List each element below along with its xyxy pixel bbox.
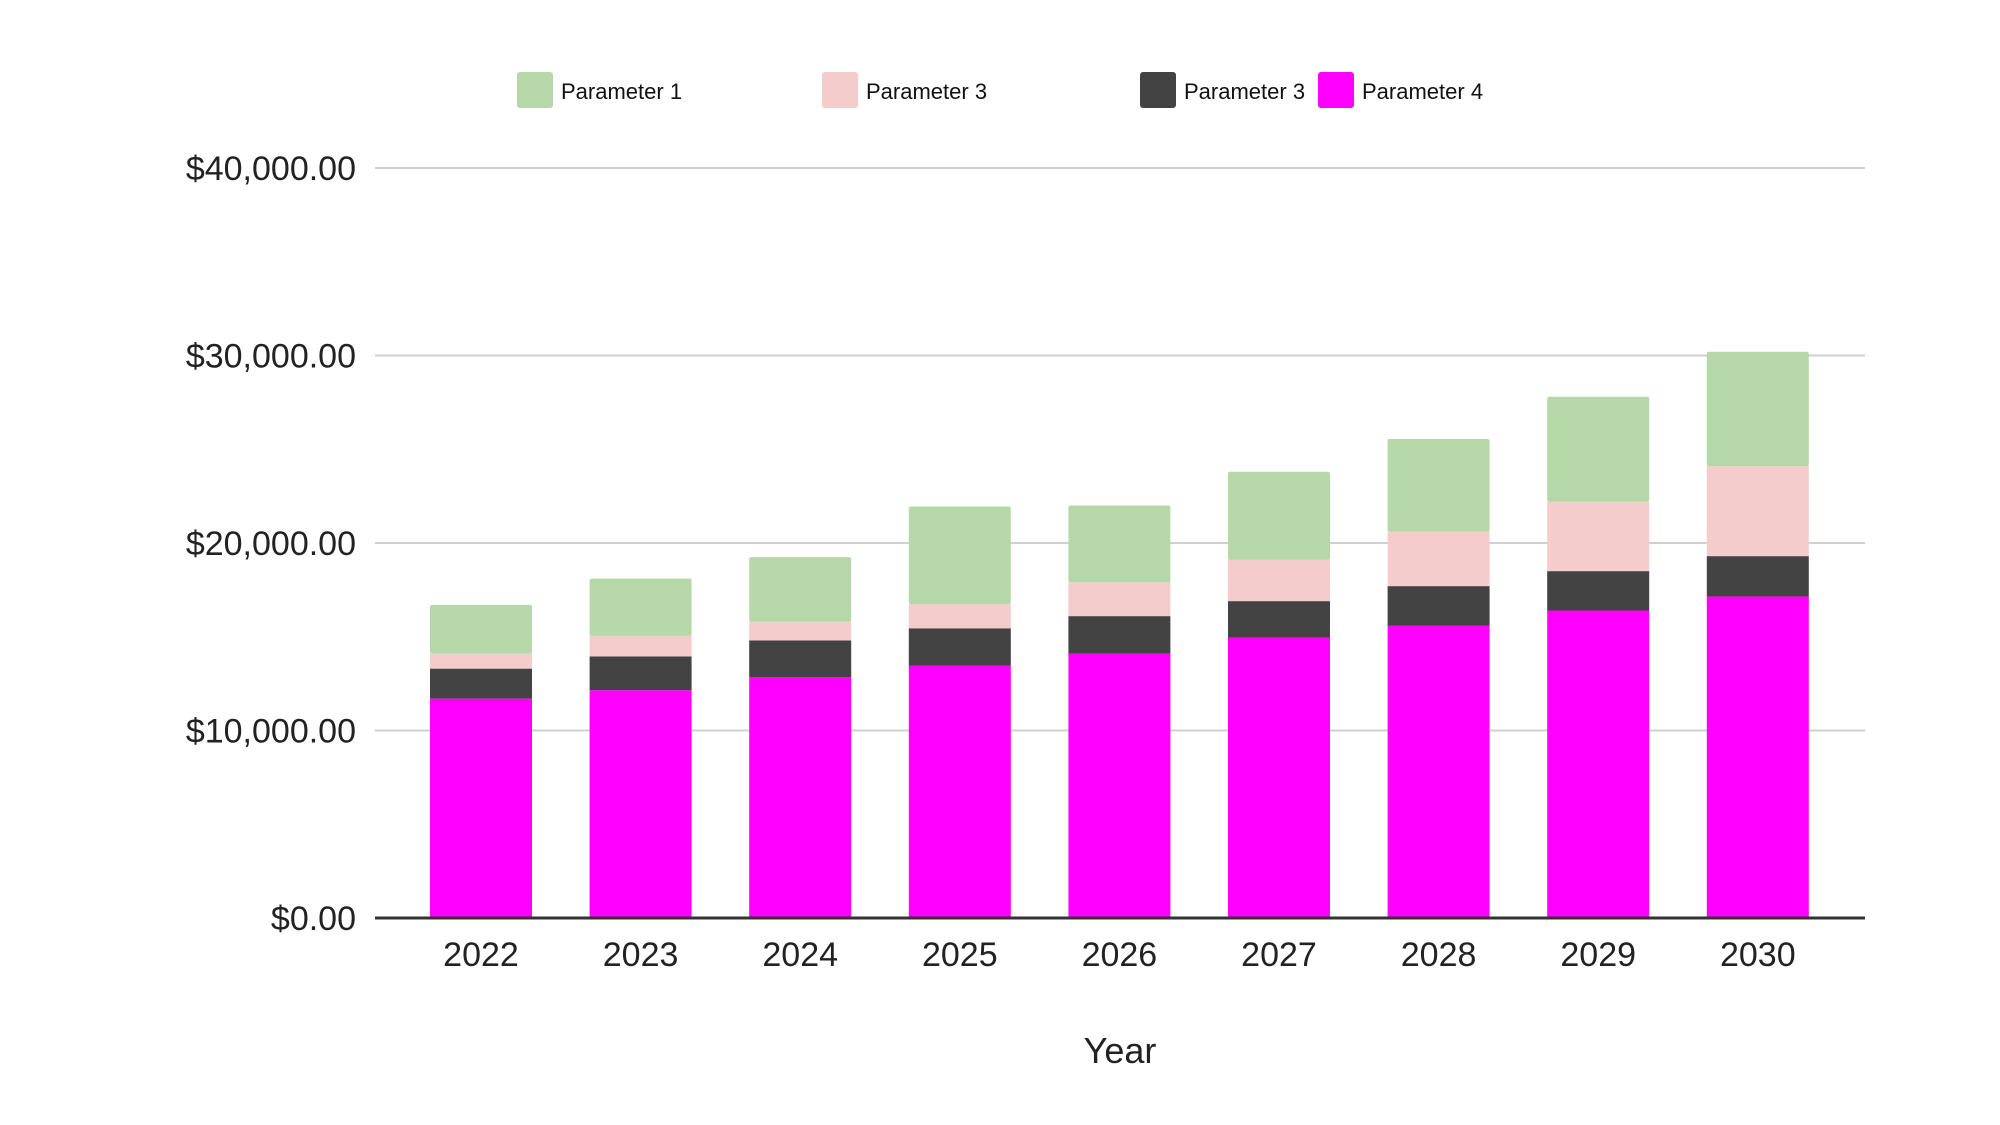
y-tick-label: $20,000.00 (186, 525, 356, 563)
bar-segment (1547, 610, 1650, 918)
bar-segment (430, 668, 532, 699)
bar-segment (908, 628, 1011, 666)
bar-segment (1547, 571, 1650, 611)
bar-segment (589, 635, 692, 657)
x-tick-label: 2023 (603, 936, 679, 974)
bar-segment (430, 653, 532, 669)
bar-segment (430, 604, 532, 654)
legend-swatch (517, 72, 553, 108)
y-tick-label: $0.00 (271, 900, 356, 938)
legend-label: Parameter 3 (1184, 79, 1305, 104)
x-tick-label: 2029 (1560, 936, 1636, 974)
x-axis-ticks: 2022 2023 2024 2025 2026 2027 2028 2029 2030 (443, 936, 1795, 974)
x-tick-label: 2027 (1241, 936, 1317, 974)
bar-segment (1228, 471, 1330, 560)
bar-segment (1387, 586, 1490, 626)
bar-segment (1228, 601, 1330, 638)
x-tick-label: 2025 (922, 936, 998, 974)
bar-segment (1706, 351, 1809, 467)
bar-segment (1068, 653, 1171, 918)
legend-label: Parameter 1 (561, 79, 682, 104)
bars (430, 351, 1809, 918)
bar-segment (908, 603, 1011, 629)
y-tick-label: $40,000.00 (186, 150, 356, 188)
bar-segment (589, 578, 692, 636)
bar-segment (1068, 616, 1171, 654)
bar-segment (589, 690, 692, 918)
x-axis-title: Year (1084, 1030, 1157, 1071)
bar-segment (1228, 637, 1330, 918)
bar-segment (1387, 438, 1490, 532)
bar-segment (1387, 625, 1490, 918)
legend-swatch (822, 72, 858, 108)
bar-segment (1068, 582, 1171, 617)
y-tick-label: $30,000.00 (186, 338, 356, 376)
bar-segment (1706, 466, 1809, 557)
bar-segment (589, 656, 692, 691)
legend-label: Parameter 3 (866, 79, 987, 104)
legend-label: Parameter 4 (1362, 79, 1483, 104)
bar-segment (749, 677, 852, 918)
x-tick-label: 2030 (1720, 936, 1796, 974)
bar-segment (908, 506, 1011, 604)
y-tick-label: $10,000.00 (186, 713, 356, 751)
legend-swatch (1318, 72, 1354, 108)
bar-segment (1068, 505, 1171, 583)
legend-swatch (1140, 72, 1176, 108)
y-axis-ticks: $0.00 $10,000.00 $20,000.00 $30,000.00 $40,0… (186, 150, 356, 938)
bar-segment (1706, 596, 1809, 918)
bar-segment (430, 698, 532, 918)
bar-segment (749, 621, 852, 641)
bar-segment (749, 557, 852, 622)
x-tick-label: 2022 (443, 936, 519, 974)
bar-segment (908, 665, 1011, 918)
x-tick-label: 2026 (1082, 936, 1158, 974)
bar-segment (1228, 559, 1330, 602)
x-tick-label: 2028 (1401, 936, 1477, 974)
bar-segment (1706, 556, 1809, 597)
bar-segment (1387, 531, 1490, 587)
bar-segment (749, 640, 852, 678)
x-tick-label: 2024 (762, 936, 838, 974)
bar-segment (1547, 501, 1650, 572)
bar-segment (1547, 396, 1650, 502)
legend: Parameter 1 Parameter 3 Parameter 3 Paramet… (517, 72, 1483, 108)
